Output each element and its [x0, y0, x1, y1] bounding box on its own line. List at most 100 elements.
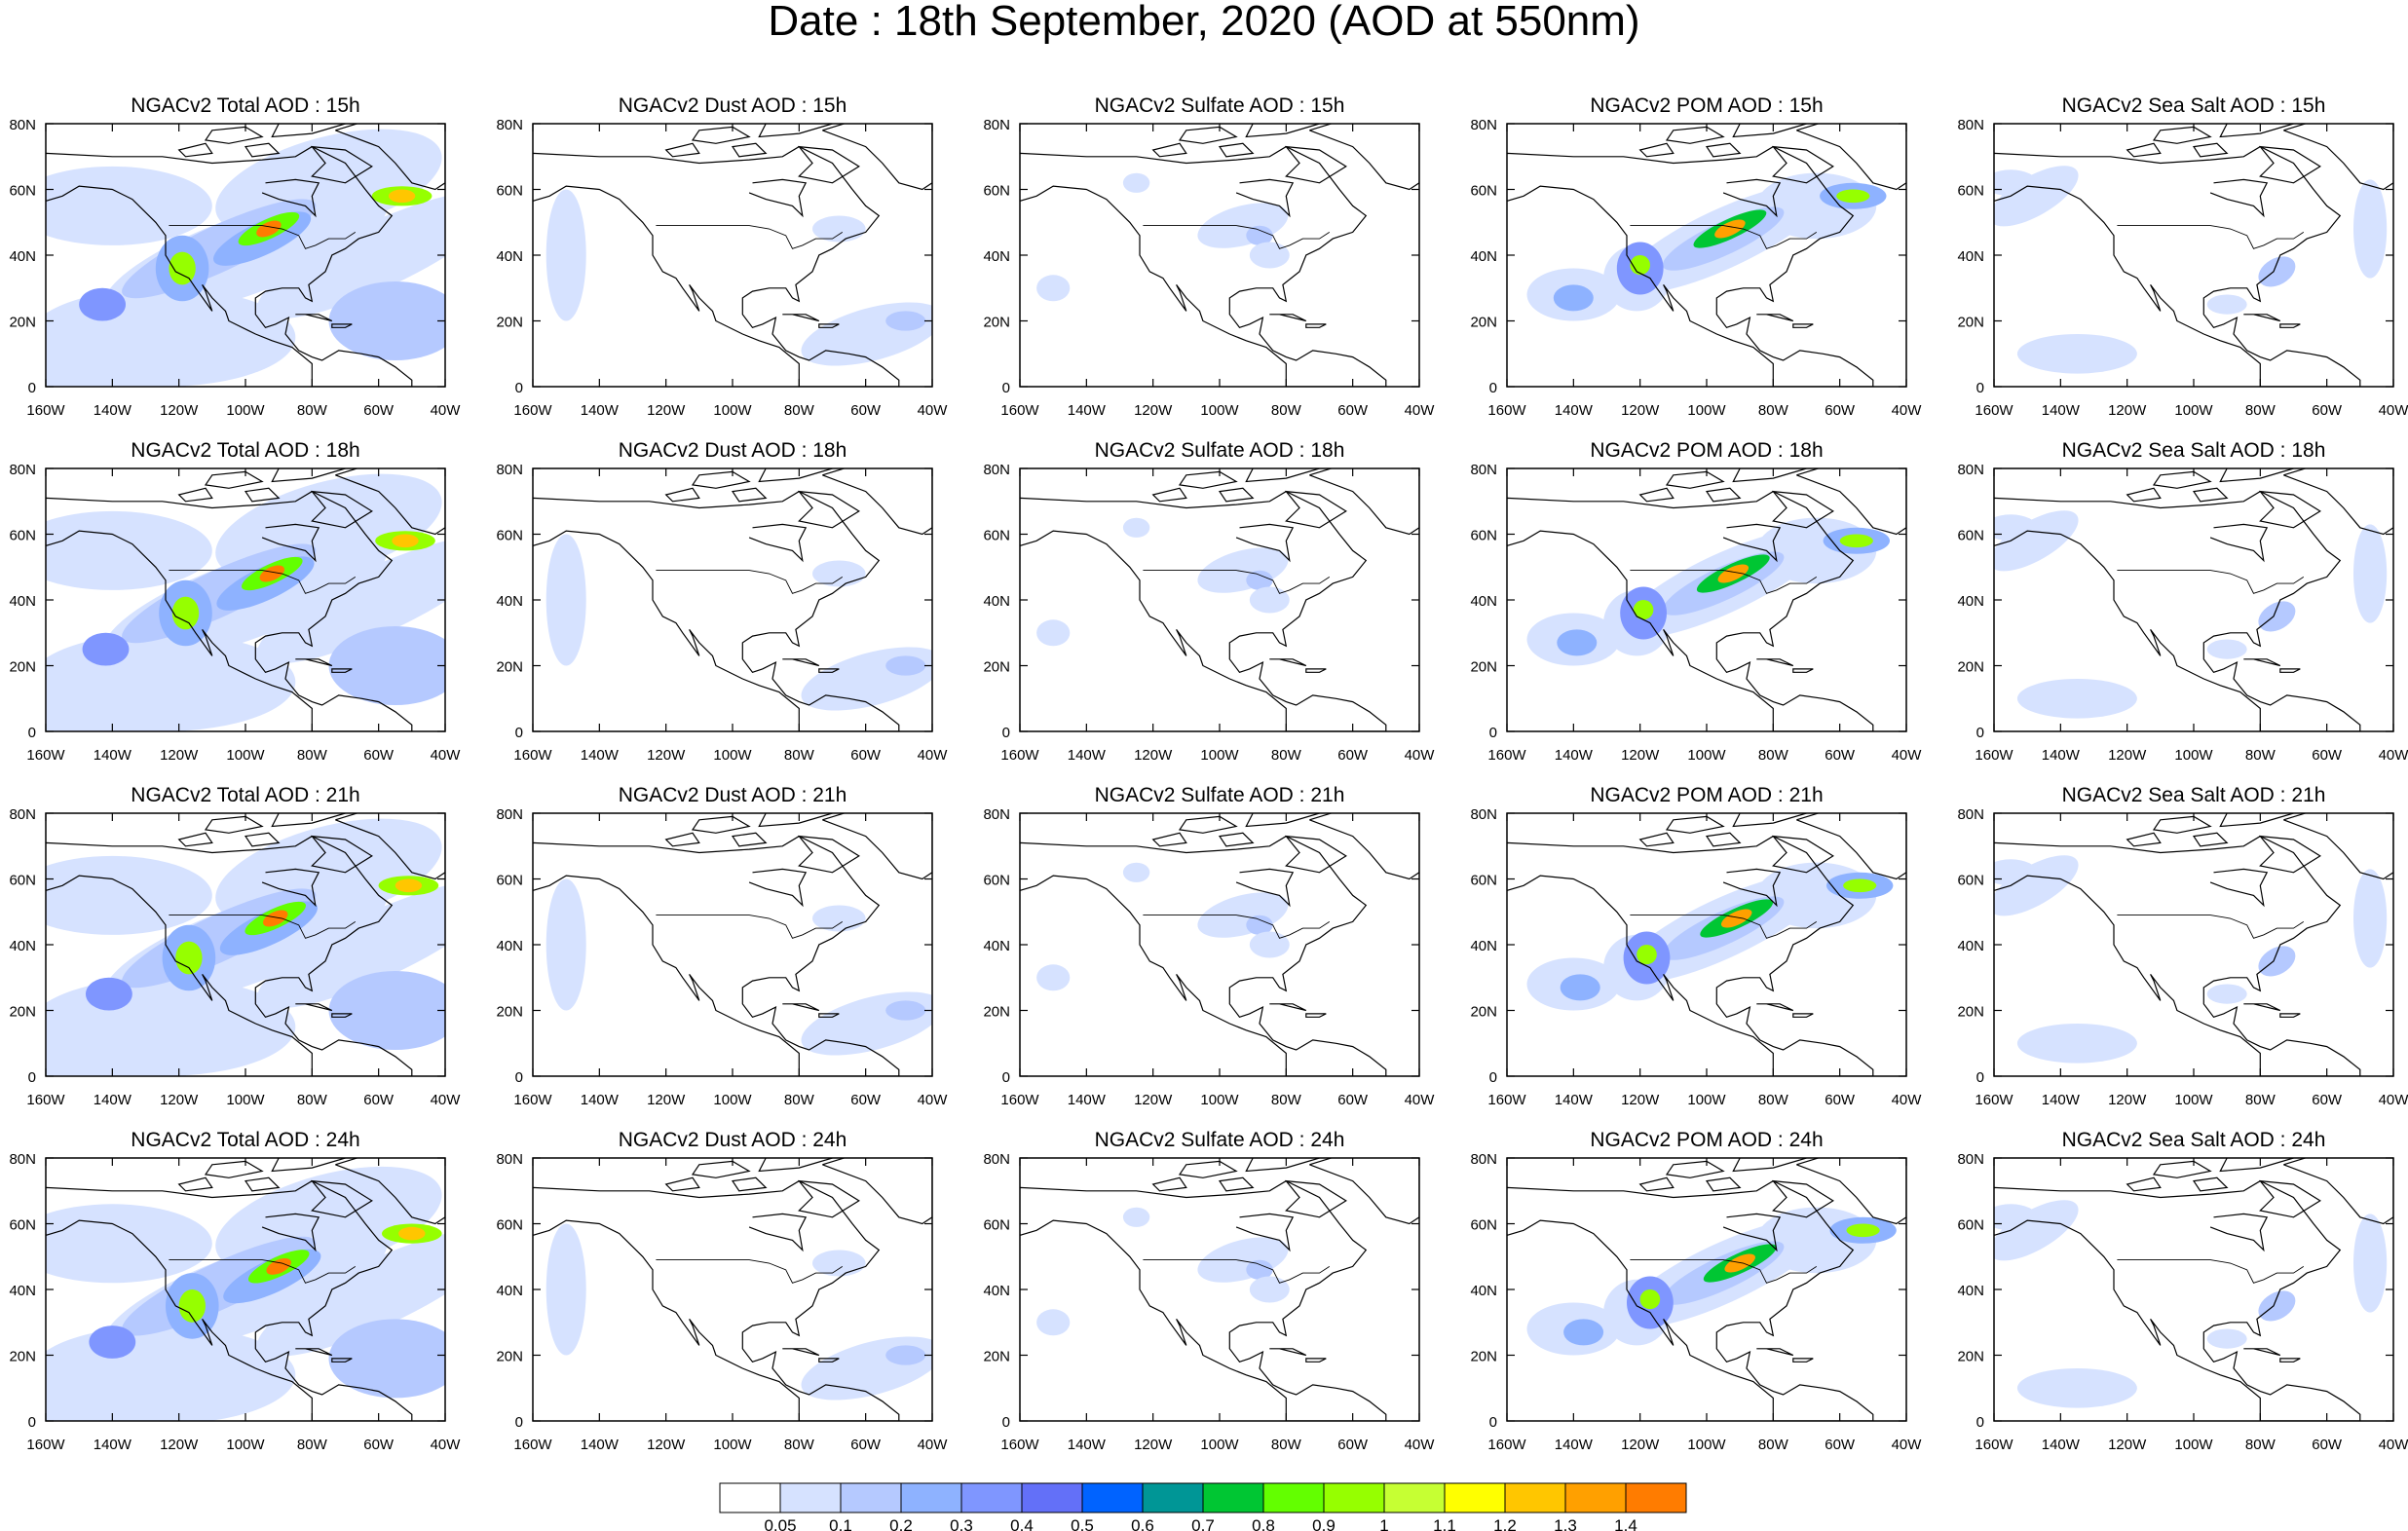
lon-tick-label: 140W: [94, 1092, 132, 1108]
lat-tick-label: 0: [1002, 1414, 1010, 1431]
island-coastline: [1771, 835, 1834, 874]
lon-tick-label: 40W: [1892, 1092, 1923, 1108]
island-coastline: [758, 124, 833, 138]
aod-plume: [1036, 1309, 1071, 1336]
island-coastline: [758, 1158, 833, 1173]
panel-title: NGACv2 Sulfate AOD : 18h: [1095, 439, 1345, 462]
aod-plume: [1843, 878, 1877, 893]
lon-tick-label: 160W: [1000, 1092, 1039, 1108]
lat-tick-label: 80N: [1470, 117, 1497, 133]
lon-tick-label: 40W: [1405, 402, 1436, 419]
panel-title: NGACv2 Dust AOD : 15h: [619, 94, 847, 117]
island-coastline: [1792, 1358, 1814, 1363]
map-panel: NGACv2 Sulfate AOD : 21h 0 20N 40N 60N 80N 160…: [983, 784, 1435, 1108]
aod-plume: [46, 1020, 196, 1076]
north-america-coastline: [1020, 490, 1387, 731]
lon-tick-label: 120W: [1621, 1437, 1660, 1453]
island-coastline: [271, 813, 346, 828]
island-coastline: [2126, 487, 2162, 503]
panel-title: NGACv2 Total AOD : 18h: [131, 439, 359, 462]
greenland-coastline: [1796, 468, 1906, 536]
aod-plume: [1994, 510, 2079, 572]
lat-tick-label: 20N: [1470, 315, 1497, 331]
lat-tick-label: 60N: [496, 1217, 523, 1234]
island-coastline: [797, 490, 860, 529]
aod-plume: [1249, 586, 1290, 614]
aod-plume: [169, 251, 196, 285]
island-coastline: [1732, 468, 1807, 483]
aod-field: [1526, 862, 1894, 1011]
island-coastline: [204, 1160, 264, 1178]
aod-field: [1994, 1200, 2388, 1408]
aod-field: [546, 189, 932, 366]
coastlines: [1507, 1158, 1906, 1421]
lat-tick-label: 60N: [983, 873, 1010, 889]
island-coastline: [177, 487, 213, 503]
aod-plume: [1122, 1207, 1150, 1227]
coastlines: [533, 124, 932, 387]
aod-plume: [256, 536, 445, 664]
aod-plume: [546, 1223, 586, 1356]
map-frame: [1019, 812, 1420, 1077]
island-coastline: [1284, 145, 1347, 184]
lat-tick-label: 60N: [1957, 873, 1984, 889]
lat-tick-label: 20N: [9, 1004, 36, 1021]
island-coastline: [1638, 142, 1674, 158]
lon-tick-label: 60W: [1337, 747, 1369, 764]
greenland-coastline: [822, 813, 932, 880]
aod-field: [46, 818, 445, 1076]
lon-tick-label: 100W: [1687, 1437, 1726, 1453]
lat-tick-label: 80N: [1957, 117, 1984, 133]
aod-plume: [328, 1319, 445, 1399]
lat-tick-label: 40N: [983, 938, 1010, 954]
map-panel: NGACv2 Dust AOD : 15h 0 20N 40N 60N 80N 160W 14…: [496, 94, 948, 419]
hudson-bay-coastline: [748, 1213, 808, 1252]
aod-plume: [1122, 172, 1150, 193]
island-coastline: [177, 832, 213, 847]
lon-tick-label: 40W: [918, 1437, 949, 1453]
aod-plume: [2016, 1368, 2137, 1408]
aod-plume: [1836, 189, 1870, 204]
coastlines: [1507, 813, 1906, 1076]
lat-tick-label: 0: [1976, 725, 1984, 741]
us-canada-border: [1143, 225, 1331, 249]
coastlines: [533, 813, 932, 1076]
aod-plume: [812, 905, 866, 932]
panel-title: NGACv2 Sea Salt AOD : 24h: [2062, 1129, 2326, 1151]
island-coastline: [2126, 832, 2162, 847]
island-coastline: [2279, 668, 2301, 673]
island-coastline: [1284, 835, 1347, 874]
lat-tick-label: 20N: [1957, 659, 1984, 676]
us-canada-border: [169, 570, 357, 594]
aod-plume: [256, 880, 445, 1009]
lat-tick-label: 80N: [1470, 462, 1497, 478]
lat-tick-label: 40N: [496, 248, 523, 265]
lat-tick-label: 80N: [983, 806, 1010, 823]
lat-tick-label: 60N: [1470, 873, 1497, 889]
lat-tick-label: 40N: [496, 593, 523, 610]
lat-tick-label: 80N: [9, 462, 36, 478]
lon-tick-label: 160W: [26, 1437, 65, 1453]
lat-tick-label: 20N: [496, 315, 523, 331]
island-coastline: [1178, 470, 1238, 489]
north-america-coastline: [1994, 1179, 2361, 1421]
lat-tick-label: 20N: [1957, 315, 1984, 331]
island-coastline: [2126, 142, 2162, 158]
north-america-coastline: [1507, 835, 1874, 1076]
legend-label: 0.9: [1312, 1516, 1336, 1531]
lon-tick-label: 100W: [226, 1437, 265, 1453]
aod-field: [1526, 172, 1887, 321]
aod-plume: [395, 878, 423, 893]
aod-plume: [1994, 859, 2038, 886]
lon-tick-label: 160W: [1487, 1437, 1526, 1453]
lon-tick-label: 80W: [1271, 402, 1302, 419]
greenland-coastline: [2283, 1158, 2393, 1225]
island-coastline: [1792, 668, 1814, 673]
lat-tick-label: 0: [28, 1414, 36, 1431]
lat-tick-label: 0: [1489, 1414, 1497, 1431]
panel-title: NGACv2 Sea Salt AOD : 18h: [2062, 439, 2326, 462]
map-panel: NGACv2 Total AOD : 15h 0 20N 40N 60N 80N 160W 1…: [9, 94, 461, 419]
aod-plume: [79, 287, 126, 321]
panel-title: NGACv2 Sulfate AOD : 24h: [1095, 1129, 1345, 1151]
coastlines: [1507, 468, 1906, 731]
